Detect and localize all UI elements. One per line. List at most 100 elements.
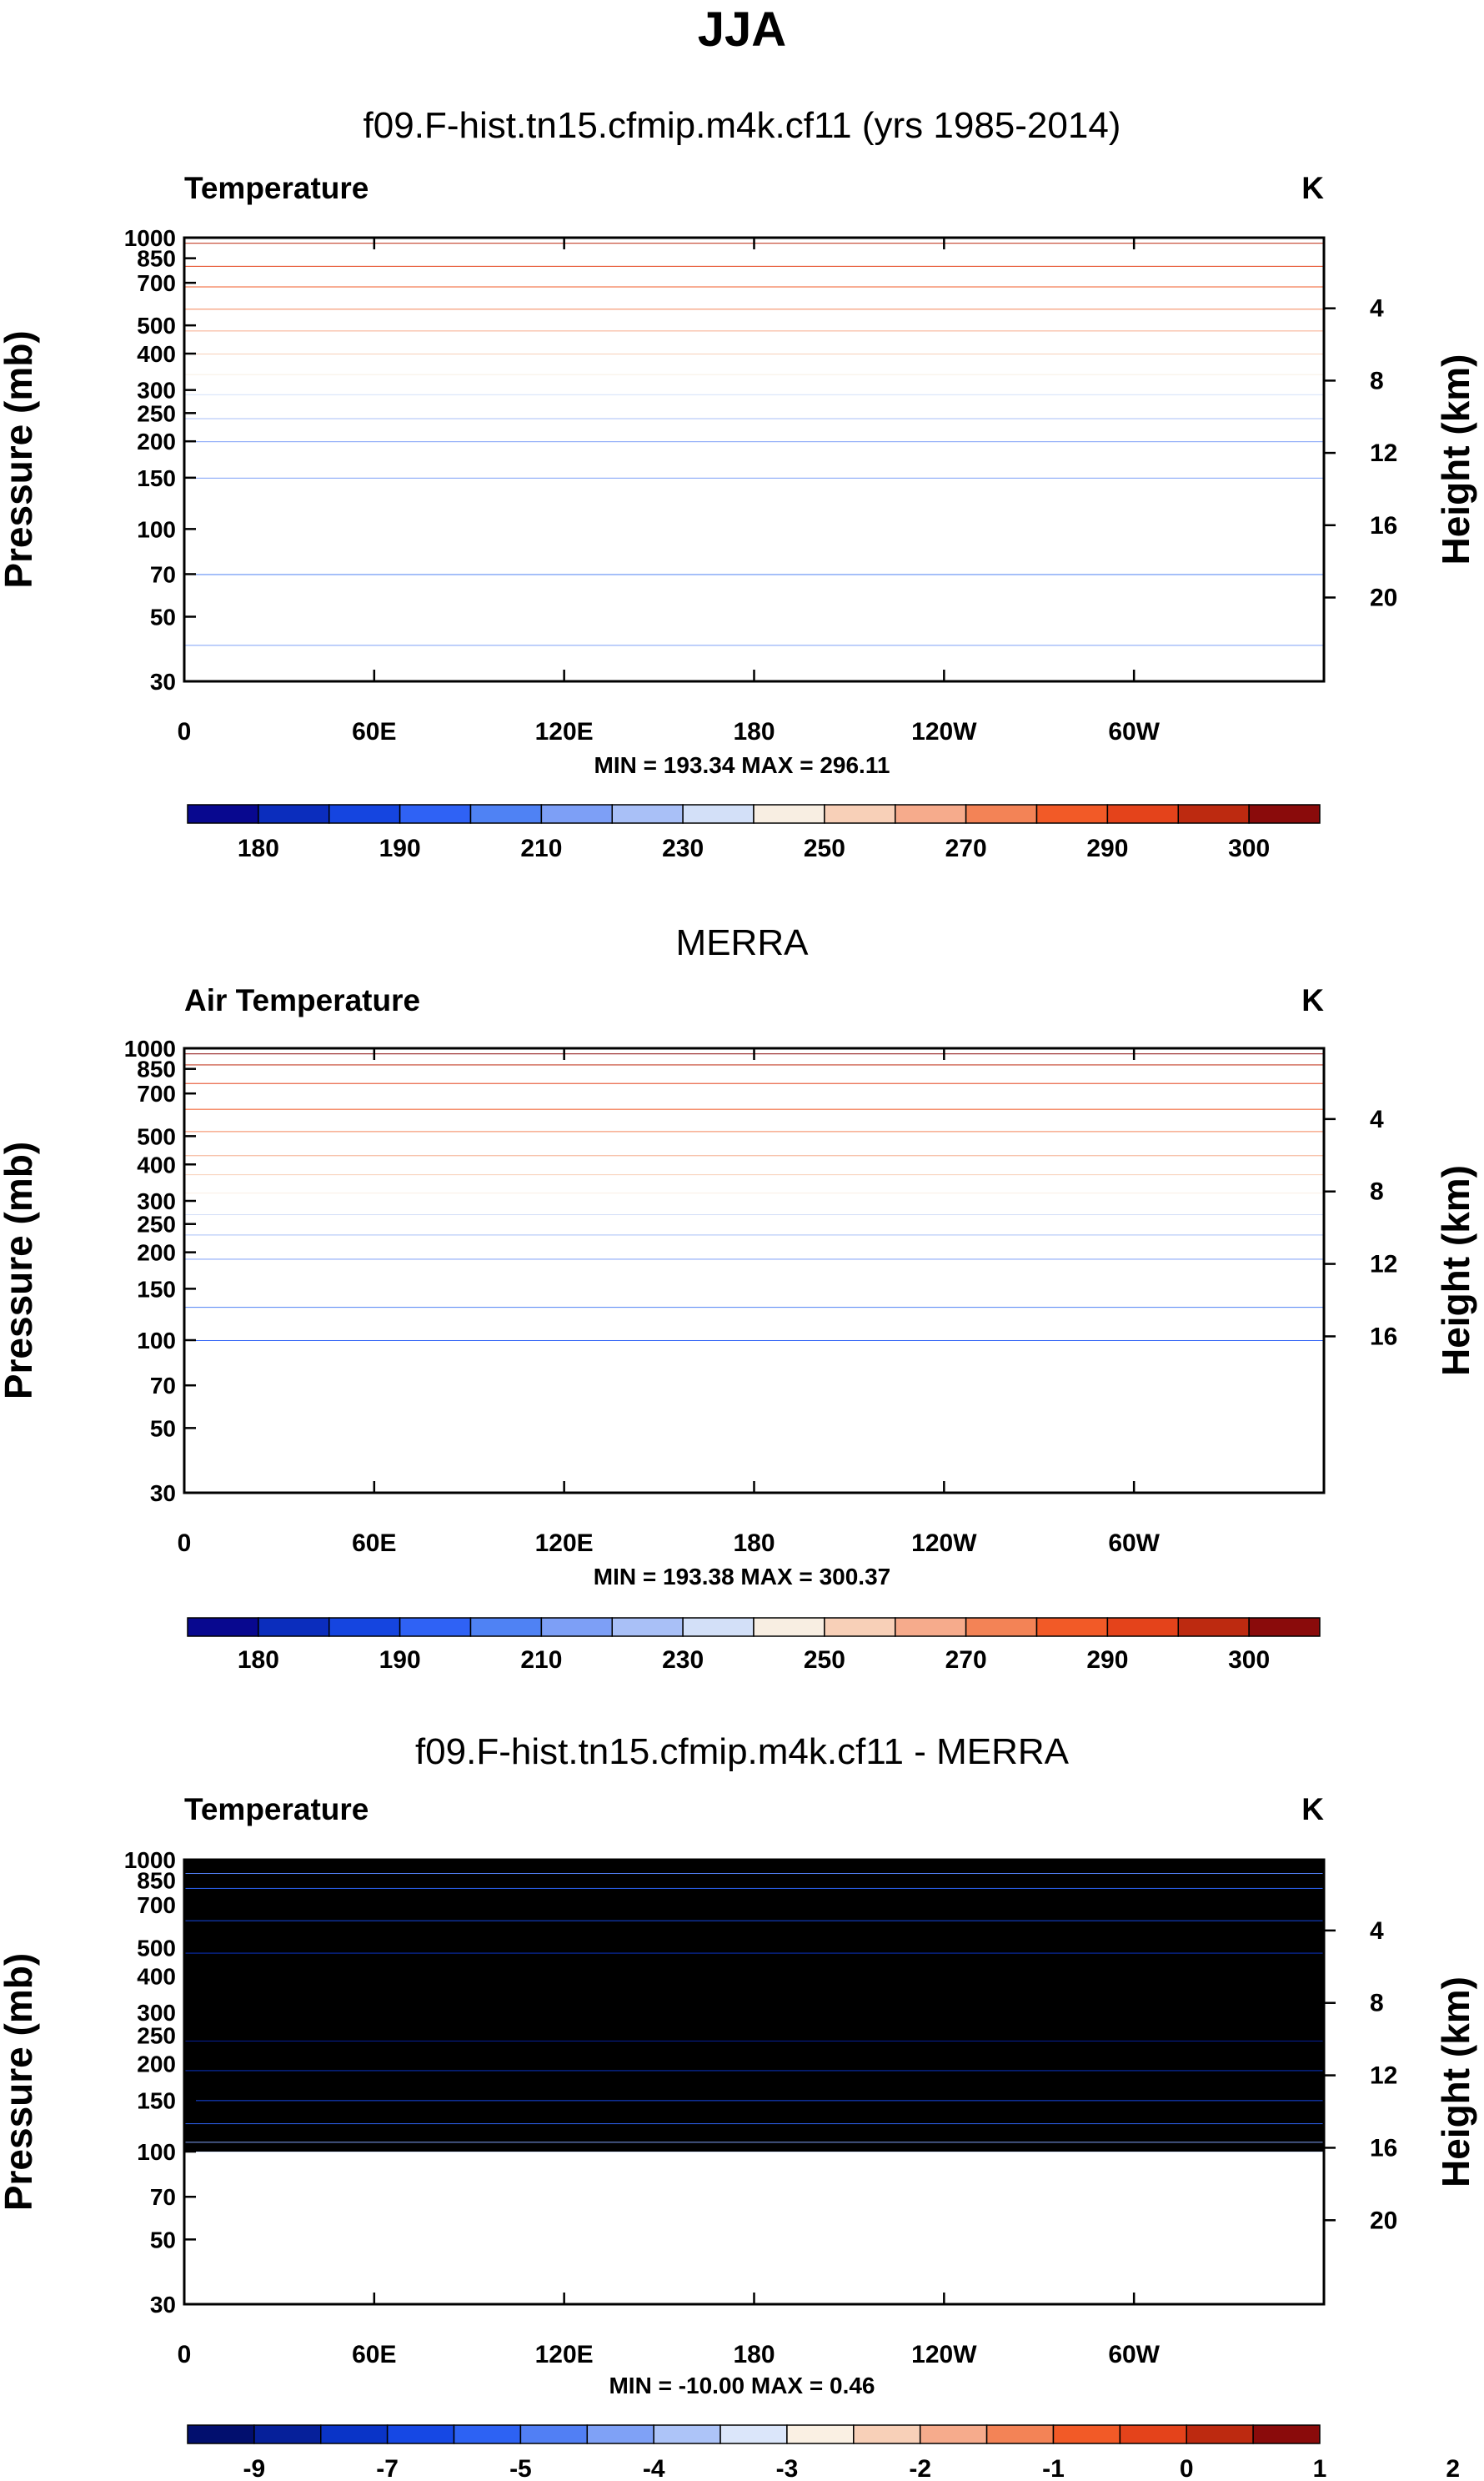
colorbar-box <box>453 2424 522 2444</box>
contour-band <box>184 574 1324 575</box>
min-max-stats: MIN = 193.38 MAX = 300.37 <box>594 1564 890 1590</box>
x-tick-label: 120W <box>911 1529 977 1557</box>
x-tick-label: 0 <box>178 1529 192 1557</box>
chart-panel-3: f09.F-hist.tn15.cfmip.m4k.cf11 - MERRA Te… <box>0 1731 1477 2481</box>
missing-data-region <box>184 1860 1324 2152</box>
contour-band <box>184 2100 1324 2102</box>
height-tick-label: 4 <box>1370 1106 1384 1133</box>
colorbar-label: 300 <box>1228 835 1270 862</box>
colorbar-box <box>469 804 543 824</box>
y2-axis-title: Height (km) <box>1434 1976 1477 2187</box>
chart-title: MERRA <box>676 922 810 963</box>
colorbar-label: 290 <box>1086 835 1128 862</box>
x-tick-label: 180 <box>733 2341 775 2368</box>
colorbar-box <box>753 1617 825 1637</box>
x-tick-label: 0 <box>178 718 192 746</box>
pressure-tick-label: 1000 <box>124 1847 176 1873</box>
contour-band <box>184 2123 1324 2125</box>
colorbar-label: 190 <box>379 1646 421 1674</box>
x-tick-label: 120E <box>535 1529 594 1557</box>
pressure-tick-label: 200 <box>137 1240 176 1266</box>
colorbar-box <box>258 1617 330 1637</box>
pressure-tick-label: 70 <box>150 561 176 587</box>
pressure-tick-label: 100 <box>137 516 176 542</box>
pressure-tick-label: 200 <box>137 2052 176 2077</box>
chart-panel-2: MERRA Air Temperature K 0 60E 120E 180 120W 60W 3… <box>0 922 1477 1674</box>
colorbar-box <box>753 804 825 824</box>
contour-band <box>184 1108 1324 1110</box>
colorbar-label: 250 <box>804 835 845 862</box>
pressure-tick-label: 250 <box>137 1212 176 1238</box>
colorbar-box <box>328 1617 401 1637</box>
pressure-tick-label: 150 <box>137 2087 176 2113</box>
pressure-tick-label: 400 <box>137 1152 176 1178</box>
y2-axis-title: Height (km) <box>1434 354 1477 565</box>
contour-band <box>184 2070 1324 2072</box>
contour-band <box>184 1339 1324 1341</box>
pressure-tick-label: 100 <box>137 1328 176 1354</box>
height-tick-label: 12 <box>1370 2062 1397 2090</box>
colorbar-box <box>1106 1617 1179 1637</box>
colorbar-label: 270 <box>945 835 987 862</box>
colorbar-box <box>1106 804 1179 824</box>
colorbar-box <box>611 804 684 824</box>
colorbar-label: 250 <box>804 1646 845 1674</box>
contour-band <box>184 1155 1324 1157</box>
colorbar-box <box>824 804 896 824</box>
colorbar-box <box>399 804 472 824</box>
y-axis-title: Pressure (mb) <box>0 330 40 588</box>
height-tick-label: 20 <box>1370 584 1397 611</box>
colorbar-label: 230 <box>662 835 704 862</box>
colorbar-label: 300 <box>1228 1646 1270 1674</box>
colorbar-box <box>320 2424 389 2444</box>
colorbar-label: 2 <box>1446 2455 1460 2481</box>
colorbar-box <box>1186 2424 1254 2444</box>
pressure-tick-label: 30 <box>150 2292 176 2318</box>
colorbar-box <box>611 1617 684 1637</box>
contour-band <box>184 2040 1324 2042</box>
colorbar-label: -4 <box>643 2455 665 2481</box>
colorbar-box <box>786 2424 855 2444</box>
pressure-tick-label: 300 <box>137 2000 176 2026</box>
min-max-stats: MIN = -10.00 MAX = 0.46 <box>609 2373 875 2398</box>
colorbar-box <box>1035 1617 1109 1637</box>
colorbar-box <box>853 2424 921 2444</box>
variable-label: Air Temperature <box>184 983 420 1017</box>
contour-band <box>184 1174 1324 1176</box>
colorbar-label: 290 <box>1086 1646 1128 1674</box>
colorbar-box <box>1177 804 1250 824</box>
contour-band <box>184 1214 1324 1216</box>
colorbar-box <box>682 1617 755 1637</box>
pressure-tick-label: 500 <box>137 1123 176 1149</box>
colorbar-box <box>469 1617 543 1637</box>
y-axis-title: Pressure (mb) <box>0 1142 40 1399</box>
colorbar-box <box>985 2424 1055 2444</box>
pressure-tick-label: 150 <box>137 465 176 491</box>
colorbar-box <box>540 1617 613 1637</box>
contour-band <box>184 1082 1324 1084</box>
x-tick-label: 180 <box>733 1529 775 1557</box>
pressure-tick-label: 850 <box>137 1868 176 1894</box>
plot-background <box>184 238 1324 681</box>
y-axis-title: Pressure (mb) <box>0 1953 40 2211</box>
colorbar-box <box>1119 2424 1187 2444</box>
chart-title: f09.F-hist.tn15.cfmip.m4k.cf11 - MERRA <box>415 1731 1070 1772</box>
colorbar-box <box>253 2424 322 2444</box>
contour-band <box>184 286 1324 288</box>
pressure-tick-label: 150 <box>137 1276 176 1302</box>
colorbar-label: 0 <box>1180 2455 1194 2481</box>
variable-label: Temperature <box>184 1792 368 1826</box>
pressure-tick-label: 300 <box>137 1188 176 1214</box>
colorbar-box <box>187 2424 255 2444</box>
colorbar-box <box>824 1617 896 1637</box>
pressure-tick-label: 700 <box>137 1892 176 1918</box>
colorbar-box <box>965 1617 1038 1637</box>
pressure-tick-label: 50 <box>150 604 176 630</box>
contour-band <box>184 1873 1324 1875</box>
pressure-tick-label: 500 <box>137 313 176 339</box>
colorbar-box <box>895 1617 967 1637</box>
variable-label: Temperature <box>184 171 368 205</box>
min-max-stats: MIN = 193.34 MAX = 296.11 <box>594 752 890 778</box>
colorbar-box <box>719 2424 788 2444</box>
